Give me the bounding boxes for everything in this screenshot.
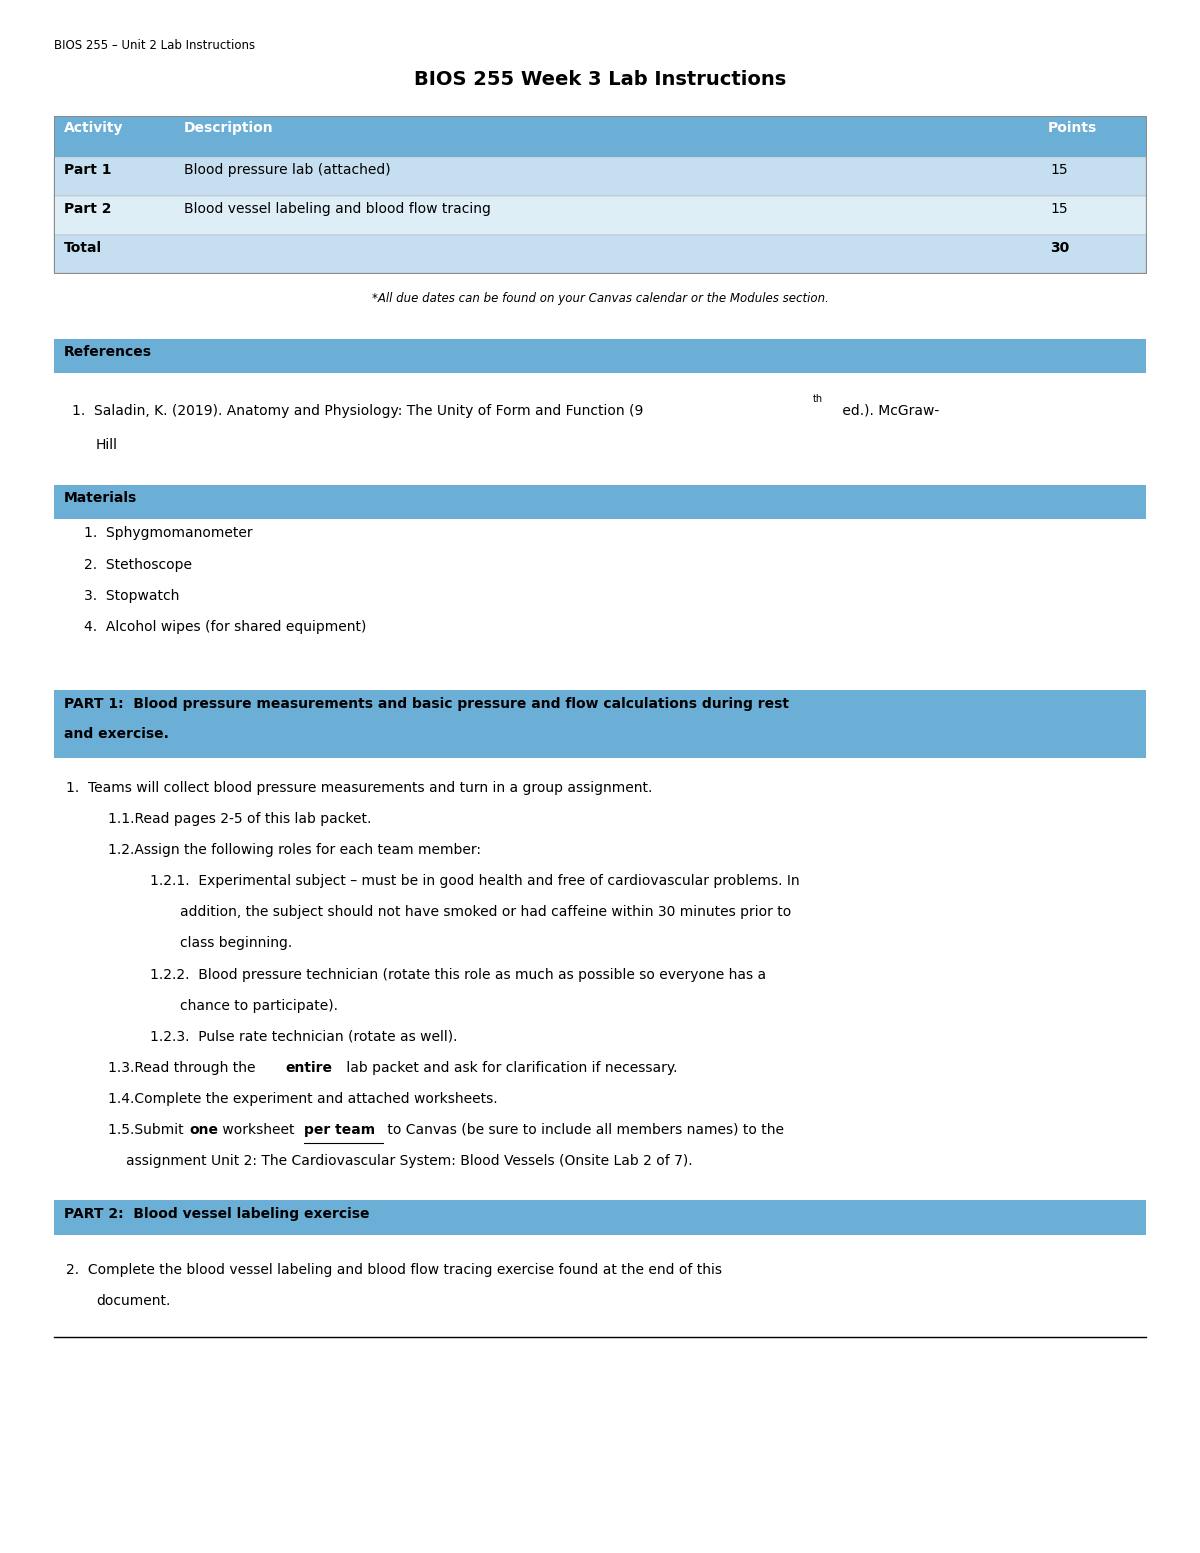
Text: 1.  Sphygmomanometer: 1. Sphygmomanometer	[84, 526, 253, 540]
Text: 30: 30	[1050, 241, 1069, 255]
Text: 1.2.Assign the following roles for each team member:: 1.2.Assign the following roles for each …	[108, 843, 481, 857]
Text: ed.). McGraw-: ed.). McGraw-	[838, 404, 938, 418]
Text: 1.4.Complete the experiment and attached worksheets.: 1.4.Complete the experiment and attached…	[108, 1092, 498, 1106]
Bar	[54, 157, 1146, 196]
Text: *All due dates can be found on your Canvas calendar or the Modules section.: *All due dates can be found on your Canv…	[372, 292, 828, 304]
Text: document.: document.	[96, 1294, 170, 1308]
Text: per team: per team	[304, 1123, 374, 1137]
Text: Hill: Hill	[96, 438, 118, 452]
Text: 1.2.1.  Experimental subject – must be in good health and free of cardiovascular: 1.2.1. Experimental subject – must be in…	[150, 874, 799, 888]
Text: Points: Points	[1048, 121, 1097, 135]
Text: and exercise.: and exercise.	[64, 727, 168, 741]
Text: addition, the subject should not have smoked or had caffeine within 30 minutes p: addition, the subject should not have sm…	[180, 905, 791, 919]
Text: 1.3.Read through the: 1.3.Read through the	[108, 1061, 260, 1075]
Bar	[54, 690, 1146, 758]
Bar	[54, 116, 1146, 273]
Text: 1.  Teams will collect blood pressure measurements and turn in a group assignmen: 1. Teams will collect blood pressure mea…	[66, 781, 653, 795]
Text: BIOS 255 Week 3 Lab Instructions: BIOS 255 Week 3 Lab Instructions	[414, 70, 786, 89]
Text: Materials: Materials	[64, 491, 137, 505]
Text: Part 1: Part 1	[64, 163, 112, 177]
Text: 1.  Saladin, K. (2019). Anatomy and Physiology: The Unity of Form and Function (: 1. Saladin, K. (2019). Anatomy and Physi…	[72, 404, 643, 418]
Bar	[54, 116, 1146, 157]
Text: PART 2:  Blood vessel labeling exercise: PART 2: Blood vessel labeling exercise	[64, 1207, 370, 1221]
Text: 1.2.2.  Blood pressure technician (rotate this role as much as possible so every: 1.2.2. Blood pressure technician (rotate…	[150, 968, 766, 981]
Bar	[54, 235, 1146, 273]
Text: PART 1:  Blood pressure measurements and basic pressure and flow calculations du: PART 1: Blood pressure measurements and …	[64, 697, 788, 711]
Bar	[54, 485, 1146, 519]
Text: one: one	[190, 1123, 218, 1137]
Bar	[54, 1200, 1146, 1235]
Text: Total: Total	[64, 241, 102, 255]
Text: class beginning.: class beginning.	[180, 936, 293, 950]
Text: to Canvas (be sure to include all members names) to the: to Canvas (be sure to include all member…	[383, 1123, 784, 1137]
Text: References: References	[64, 345, 151, 359]
Text: Activity: Activity	[64, 121, 124, 135]
Text: worksheet: worksheet	[218, 1123, 299, 1137]
Text: lab packet and ask for clarification if necessary.: lab packet and ask for clarification if …	[342, 1061, 678, 1075]
Text: 1.2.3.  Pulse rate technician (rotate as well).: 1.2.3. Pulse rate technician (rotate as …	[150, 1030, 457, 1044]
Bar	[54, 196, 1146, 235]
Text: Part 2: Part 2	[64, 202, 112, 216]
Text: 1.1.Read pages 2-5 of this lab packet.: 1.1.Read pages 2-5 of this lab packet.	[108, 812, 371, 826]
Text: BIOS 255 – Unit 2 Lab Instructions: BIOS 255 – Unit 2 Lab Instructions	[54, 39, 256, 51]
Text: 15: 15	[1051, 163, 1068, 177]
Text: Blood pressure lab (attached): Blood pressure lab (attached)	[184, 163, 390, 177]
Text: chance to participate).: chance to participate).	[180, 999, 338, 1013]
Text: 2.  Stethoscope: 2. Stethoscope	[84, 558, 192, 572]
Text: 4.  Alcohol wipes (for shared equipment): 4. Alcohol wipes (for shared equipment)	[84, 620, 366, 634]
Text: th: th	[812, 394, 822, 404]
Text: 3.  Stopwatch: 3. Stopwatch	[84, 589, 179, 603]
Text: 2.  Complete the blood vessel labeling and blood flow tracing exercise found at : 2. Complete the blood vessel labeling an…	[66, 1263, 722, 1277]
Text: Description: Description	[184, 121, 274, 135]
Text: 1.5.Submit: 1.5.Submit	[108, 1123, 188, 1137]
Text: entire: entire	[286, 1061, 332, 1075]
Bar	[54, 339, 1146, 373]
Text: 15: 15	[1051, 202, 1068, 216]
Text: Blood vessel labeling and blood flow tracing: Blood vessel labeling and blood flow tra…	[184, 202, 491, 216]
Text: assignment Unit 2: The Cardiovascular System: Blood Vessels (Onsite Lab 2 of 7).: assignment Unit 2: The Cardiovascular Sy…	[126, 1154, 692, 1168]
